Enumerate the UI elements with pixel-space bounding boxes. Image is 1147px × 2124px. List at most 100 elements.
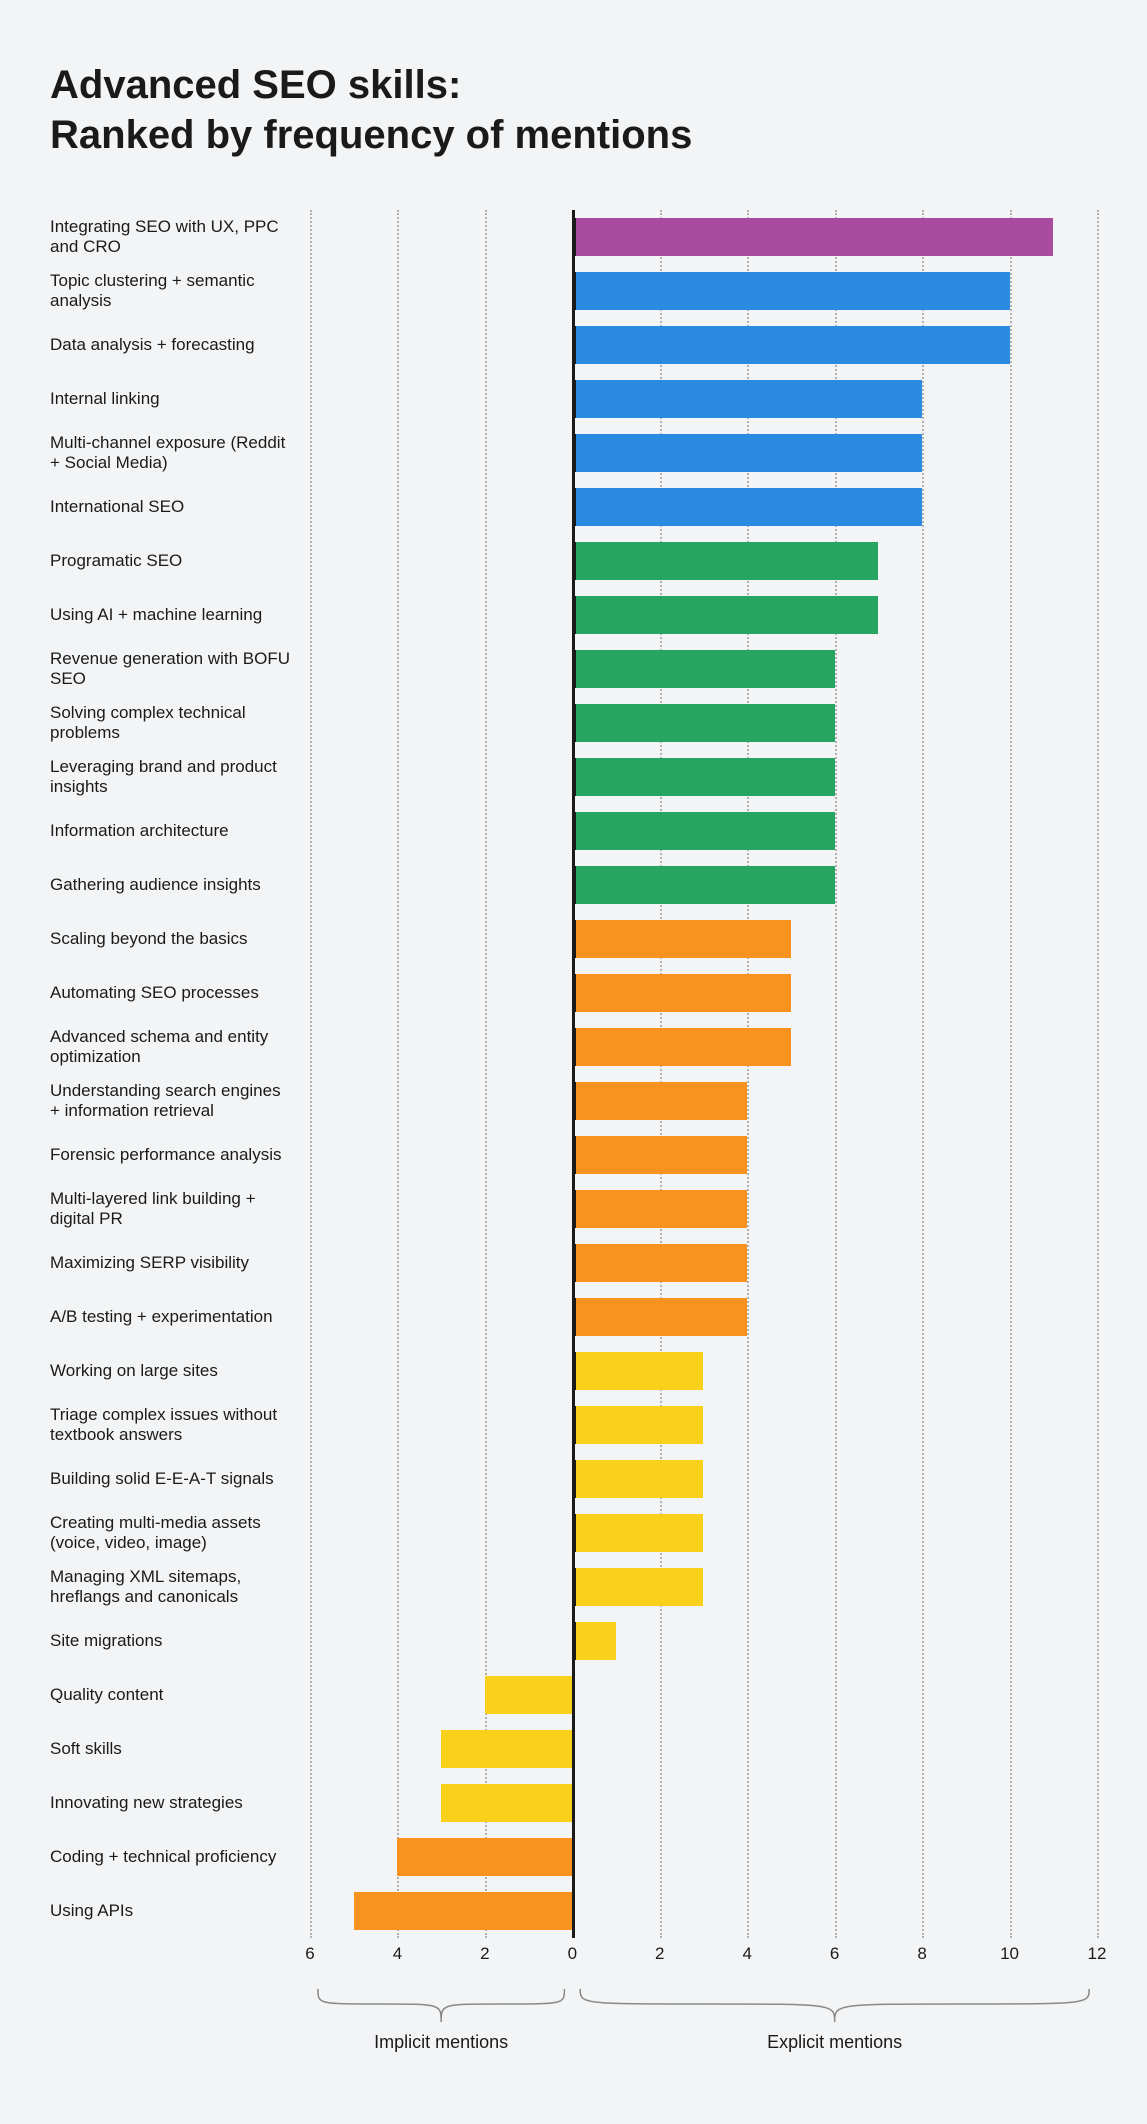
row-label: Quality content — [50, 1685, 310, 1705]
row-label: Innovating new strategies — [50, 1793, 310, 1813]
bar — [572, 326, 1009, 364]
chart-row: Working on large sites — [50, 1344, 1097, 1398]
chart-row: Quality content — [50, 1668, 1097, 1722]
x-tick: 8 — [917, 1944, 926, 1964]
bar — [572, 1082, 747, 1120]
row-label: Programatic SEO — [50, 551, 310, 571]
zero-marker — [572, 1136, 576, 1174]
chart-row: Multi-layered link building + digital PR — [50, 1182, 1097, 1236]
row-plot — [310, 966, 1097, 1020]
row-label: Triage complex issues without textbook a… — [50, 1405, 310, 1446]
x-tick: 10 — [1000, 1944, 1019, 1964]
row-plot — [310, 1236, 1097, 1290]
bar — [572, 1568, 703, 1606]
chart-row: Internal linking — [50, 372, 1097, 426]
bar — [572, 218, 1053, 256]
zero-marker — [572, 380, 576, 418]
x-tick: 4 — [393, 1944, 402, 1964]
chart-row: Understanding search engines + informati… — [50, 1074, 1097, 1128]
row-label: Maximizing SERP visibility — [50, 1253, 310, 1273]
bar — [441, 1784, 572, 1822]
x-tick: 2 — [655, 1944, 664, 1964]
zero-marker — [572, 974, 576, 1012]
bar — [572, 272, 1009, 310]
row-plot — [310, 642, 1097, 696]
row-plot — [310, 534, 1097, 588]
chart-row: Forensic performance analysis — [50, 1128, 1097, 1182]
bar — [441, 1730, 572, 1768]
chart-row: Integrating SEO with UX, PPC and CRO — [50, 210, 1097, 264]
zero-marker — [572, 1352, 576, 1390]
chart-title: Advanced SEO skills: Ranked by frequency… — [50, 60, 1097, 160]
zero-marker — [572, 1190, 576, 1228]
row-label: A/B testing + experimentation — [50, 1307, 310, 1327]
row-plot — [310, 480, 1097, 534]
bar — [354, 1892, 573, 1930]
bar — [572, 1514, 703, 1552]
row-plot — [310, 1182, 1097, 1236]
row-label: Advanced schema and entity optimization — [50, 1027, 310, 1068]
chart-wrap: Integrating SEO with UX, PPC and CRO Topi… — [50, 210, 1097, 2074]
axis-labels: Implicit mentionsExplicit mentions — [310, 1984, 1097, 2074]
row-label: Internal linking — [50, 389, 310, 409]
row-label: Using APIs — [50, 1901, 310, 1921]
row-label: Multi-layered link building + digital PR — [50, 1189, 310, 1230]
row-label: Understanding search engines + informati… — [50, 1081, 310, 1122]
row-label: International SEO — [50, 497, 310, 517]
zero-marker — [572, 434, 576, 472]
chart-row: Soft skills — [50, 1722, 1097, 1776]
x-tick: 12 — [1088, 1944, 1107, 1964]
bar — [572, 1298, 747, 1336]
row-label: Creating multi-media assets (voice, vide… — [50, 1513, 310, 1554]
row-plot — [310, 1020, 1097, 1074]
x-tick: 6 — [305, 1944, 314, 1964]
bar — [572, 812, 834, 850]
bar — [572, 974, 791, 1012]
row-label: Leveraging brand and product insights — [50, 757, 310, 798]
chart-row: Automating SEO processes — [50, 966, 1097, 1020]
x-tick: 4 — [742, 1944, 751, 1964]
chart-rows: Integrating SEO with UX, PPC and CRO Topi… — [50, 210, 1097, 1938]
bar — [572, 380, 922, 418]
x-axis: 642024681012 — [310, 1944, 1097, 1974]
zero-marker — [572, 704, 576, 742]
chart-row: Scaling beyond the basics — [50, 912, 1097, 966]
bar — [572, 704, 834, 742]
row-plot — [310, 1398, 1097, 1452]
row-plot — [310, 1344, 1097, 1398]
row-label: Integrating SEO with UX, PPC and CRO — [50, 217, 310, 258]
chart-row: Topic clustering + semantic analysis — [50, 264, 1097, 318]
zero-marker — [572, 1622, 576, 1660]
gridline — [1097, 210, 1099, 1938]
chart-row: Building solid E-E-A-T signals — [50, 1452, 1097, 1506]
row-plot — [310, 1290, 1097, 1344]
row-plot — [310, 1776, 1097, 1830]
zero-marker — [572, 218, 576, 256]
bar — [572, 1028, 791, 1066]
bar — [572, 1244, 747, 1282]
bar — [572, 650, 834, 688]
chart-row: Managing XML sitemaps, hreflangs and can… — [50, 1560, 1097, 1614]
row-plot — [310, 750, 1097, 804]
zero-marker — [572, 1244, 576, 1282]
zero-marker — [572, 596, 576, 634]
row-plot — [310, 1668, 1097, 1722]
row-plot — [310, 264, 1097, 318]
zero-marker — [572, 812, 576, 850]
zero-marker — [572, 1082, 576, 1120]
zero-marker — [572, 758, 576, 796]
bar — [572, 1190, 747, 1228]
chart-row: Leveraging brand and product insights — [50, 750, 1097, 804]
zero-marker — [572, 542, 576, 580]
row-plot — [310, 318, 1097, 372]
chart-row: Site migrations — [50, 1614, 1097, 1668]
row-label: Information architecture — [50, 821, 310, 841]
bar — [572, 1406, 703, 1444]
row-plot — [310, 1560, 1097, 1614]
row-plot — [310, 1074, 1097, 1128]
chart-row: Using AI + machine learning — [50, 588, 1097, 642]
zero-marker — [572, 326, 576, 364]
zero-marker — [572, 650, 576, 688]
row-label: Topic clustering + semantic analysis — [50, 271, 310, 312]
row-label: Using AI + machine learning — [50, 605, 310, 625]
